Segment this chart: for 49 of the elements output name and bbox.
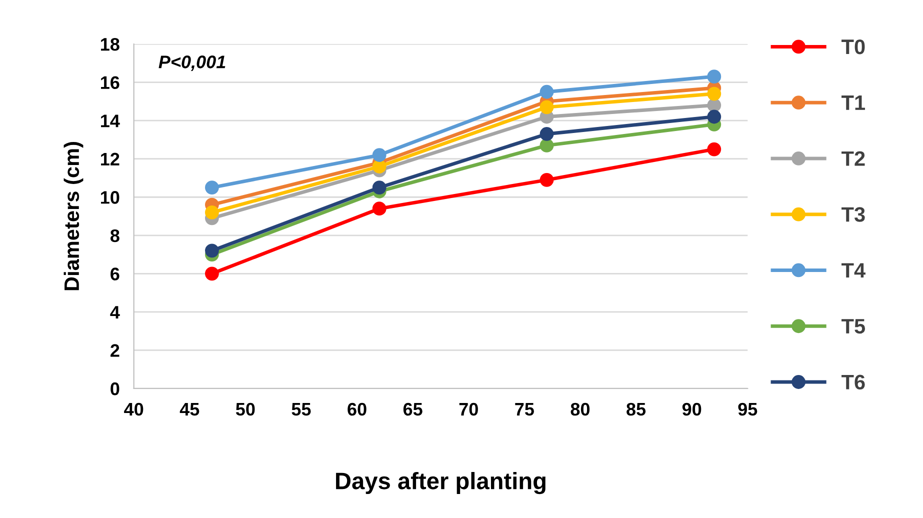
y-tick-label: 8: [110, 229, 120, 242]
x-tick-label: 50: [236, 402, 255, 416]
x-tick-label: 65: [403, 402, 422, 416]
y-axis-title: Diameters (cm): [64, 142, 84, 290]
point: [372, 180, 386, 195]
y-tick-label: 4: [110, 306, 120, 318]
point: [540, 100, 554, 114]
point: [540, 138, 554, 152]
y-tick-label: 12: [101, 152, 120, 166]
point: [205, 180, 219, 195]
x-tick-label: 70: [459, 402, 478, 416]
x-tick-label: 80: [570, 402, 590, 416]
x-tick-label: 75: [515, 403, 534, 416]
x-tick-label: 45: [180, 403, 200, 416]
y-tick-label: 16: [101, 76, 120, 90]
point: [372, 202, 386, 216]
legend-label: T0: [842, 39, 865, 54]
point: [707, 70, 722, 84]
y-tick-label: 6: [110, 268, 120, 280]
y-tick-label: 14: [101, 114, 120, 128]
x-tick-label: 55: [292, 403, 311, 416]
point: [205, 266, 219, 281]
legend-label: T1: [842, 96, 865, 110]
x-axis-title: Days after planting: [336, 472, 546, 494]
annotation: P<0,001: [158, 56, 226, 71]
legend-label: T3: [842, 207, 865, 222]
point: [205, 205, 219, 220]
x-tick-label: 95: [738, 402, 758, 416]
y-tick-label: 10: [101, 191, 120, 204]
legend-label: T5: [842, 319, 865, 334]
legend-label: T6: [842, 374, 865, 390]
y-tick-label: 0: [110, 382, 120, 396]
point: [707, 142, 722, 156]
point: [707, 110, 722, 124]
point: [707, 86, 722, 101]
y-tick-label: 18: [101, 38, 120, 51]
x-tick-label: 60: [348, 402, 366, 416]
point: [540, 172, 554, 187]
point: [372, 160, 386, 174]
point: [205, 244, 219, 258]
point: [540, 127, 554, 141]
y-tick-label: 2: [110, 344, 120, 357]
x-tick-label: 40: [124, 402, 144, 416]
legend-label: T2: [842, 151, 865, 166]
x-tick-label: 90: [682, 402, 702, 416]
point: [540, 84, 554, 99]
x-tick-label: 85: [626, 402, 646, 416]
legend-label: T4: [842, 263, 866, 278]
point: [372, 148, 386, 162]
